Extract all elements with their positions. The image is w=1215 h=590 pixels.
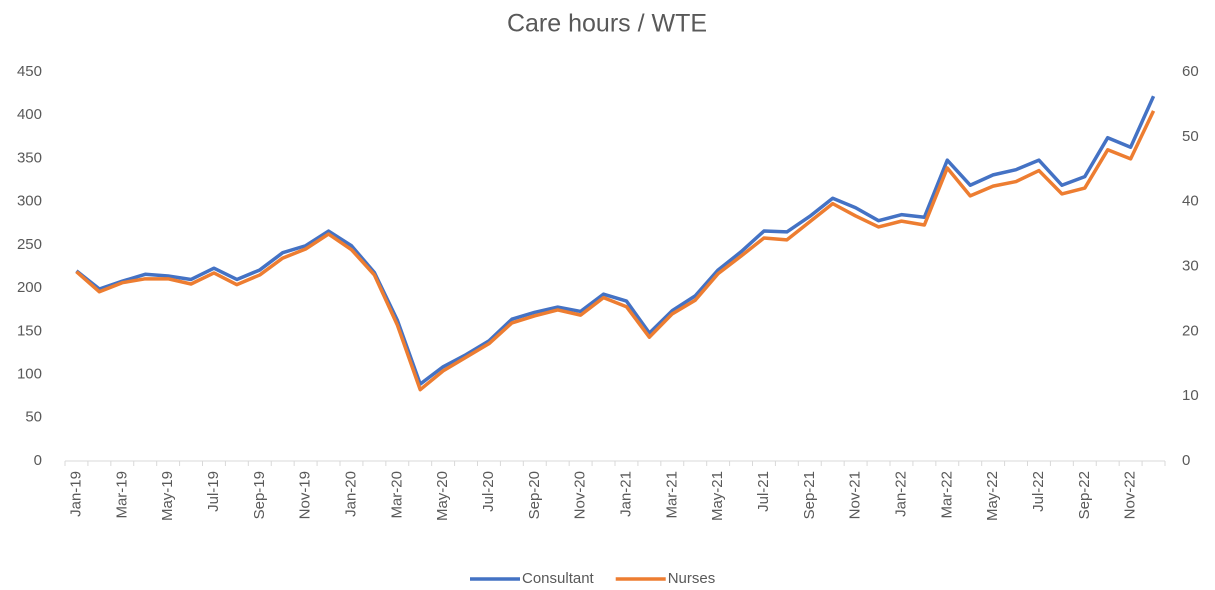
x-tick-label: Mar-20: [388, 471, 405, 519]
y2-tick-label: 10: [1182, 387, 1199, 404]
x-tick-label: Sep-21: [801, 471, 818, 519]
y2-tick-label: 20: [1182, 322, 1199, 339]
legend-label: Consultant: [522, 570, 595, 587]
y2-tick-label: 60: [1182, 63, 1199, 80]
y-tick-label: 50: [25, 409, 42, 426]
y2-tick-label: 50: [1182, 128, 1199, 145]
x-tick-label: Mar-22: [938, 471, 955, 519]
x-tick-label: Mar-21: [663, 471, 680, 519]
y-tick-label: 0: [34, 452, 42, 469]
x-tick-label: Nov-22: [1122, 471, 1139, 519]
y-tick-label: 450: [17, 63, 42, 80]
series-line: [75, 95, 1156, 386]
x-tick-label: Sep-20: [526, 471, 543, 519]
x-tick-label: Sep-22: [1076, 471, 1093, 519]
x-tick-label: May-21: [709, 471, 726, 521]
y-tick-label: 150: [17, 322, 42, 339]
x-tick-label: Jan-21: [617, 471, 634, 517]
x-tick-label: Jul-20: [480, 471, 497, 512]
x-tick-label: Jul-21: [755, 471, 772, 512]
x-tick-label: Nov-20: [572, 471, 589, 519]
y-tick-label: 400: [17, 106, 42, 123]
y-tick-label: 300: [17, 193, 42, 210]
y2-tick-label: 0: [1182, 452, 1190, 469]
x-tick-label: May-20: [434, 471, 451, 521]
x-tick-label: Jul-22: [1030, 471, 1047, 512]
x-tick-label: Jul-19: [205, 471, 222, 512]
x-tick-label: Jan-22: [892, 471, 909, 517]
y-tick-label: 200: [17, 279, 42, 296]
x-tick-label: Nov-19: [297, 471, 314, 519]
y2-tick-label: 30: [1182, 257, 1199, 274]
y-tick-label: 250: [17, 236, 42, 253]
x-tick-label: May-19: [159, 471, 176, 521]
y-tick-label: 350: [17, 149, 42, 166]
x-tick-label: Mar-19: [113, 471, 130, 519]
x-tick-label: Sep-19: [251, 471, 268, 519]
legend-label: Nurses: [668, 570, 716, 587]
x-tick-label: May-22: [984, 471, 1001, 521]
chart-title: Care hours / WTE: [507, 10, 707, 38]
series-line: [75, 110, 1156, 392]
x-tick-label: Nov-21: [847, 471, 864, 519]
y-tick-label: 100: [17, 366, 42, 383]
x-tick-label: Jan-20: [342, 471, 359, 517]
x-tick-label: Jan-19: [67, 471, 84, 517]
y2-tick-label: 40: [1182, 193, 1199, 210]
